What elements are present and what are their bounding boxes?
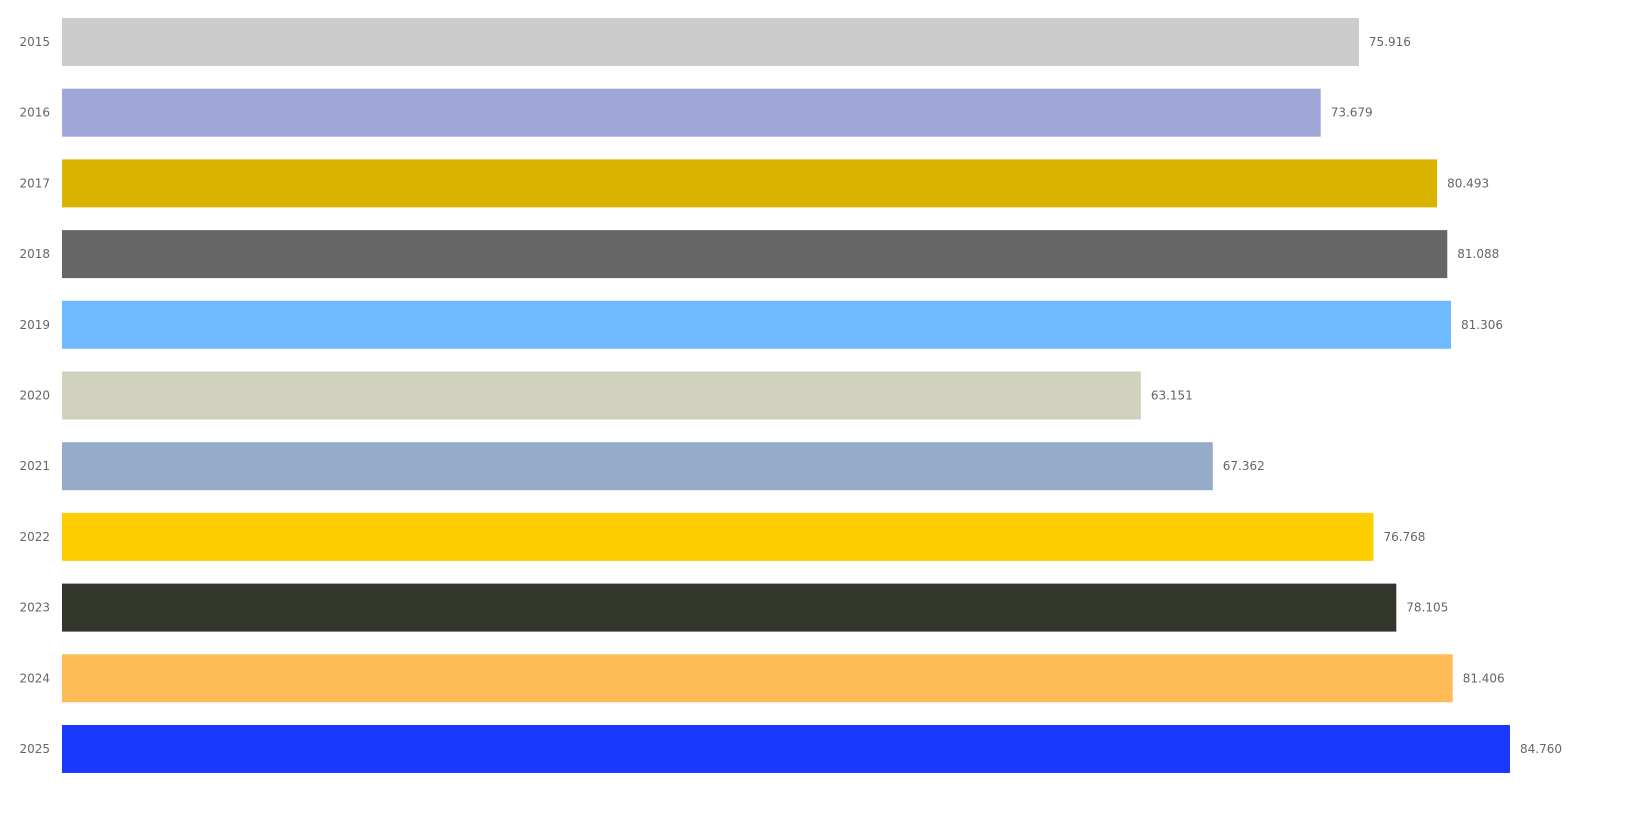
- bar-2023[interactable]: [62, 583, 1397, 632]
- data-label: 73.679: [1331, 106, 1373, 120]
- bar-2016[interactable]: [62, 88, 1321, 137]
- y-tick-label: 2021: [19, 459, 50, 473]
- bar-2024[interactable]: [62, 654, 1453, 703]
- bar-2025[interactable]: [62, 725, 1510, 773]
- y-tick-label: 2017: [19, 176, 50, 190]
- y-tick-label: 2025: [19, 742, 50, 756]
- data-label: 81.306: [1461, 318, 1503, 332]
- y-tick-label: 2022: [19, 530, 50, 544]
- data-label: 78.105: [1406, 601, 1448, 615]
- data-label: 81.406: [1463, 671, 1505, 685]
- data-label: 81.088: [1457, 247, 1499, 261]
- y-tick-label: 2018: [19, 247, 50, 261]
- bar-2021[interactable]: [62, 442, 1213, 491]
- bar-2019[interactable]: [62, 300, 1451, 349]
- bar-2017[interactable]: [62, 159, 1438, 208]
- bar-2015[interactable]: [62, 18, 1359, 66]
- data-label: 76.768: [1383, 530, 1425, 544]
- y-tick-label: 2019: [19, 318, 50, 332]
- data-label: 75.916: [1369, 35, 1411, 49]
- y-tick-label: 2016: [19, 106, 50, 120]
- y-tick-label: 2015: [19, 35, 50, 49]
- data-label: 80.493: [1447, 176, 1489, 190]
- data-label: 67.362: [1223, 459, 1265, 473]
- data-label: 63.151: [1151, 389, 1193, 403]
- bar-2018[interactable]: [62, 230, 1448, 279]
- y-tick-label: 2020: [19, 389, 50, 403]
- y-tick-label: 2023: [19, 601, 50, 615]
- data-label: 84.760: [1520, 742, 1562, 756]
- bar-2020[interactable]: [62, 371, 1141, 420]
- bar-2022[interactable]: [62, 512, 1374, 561]
- y-tick-label: 2024: [19, 671, 50, 685]
